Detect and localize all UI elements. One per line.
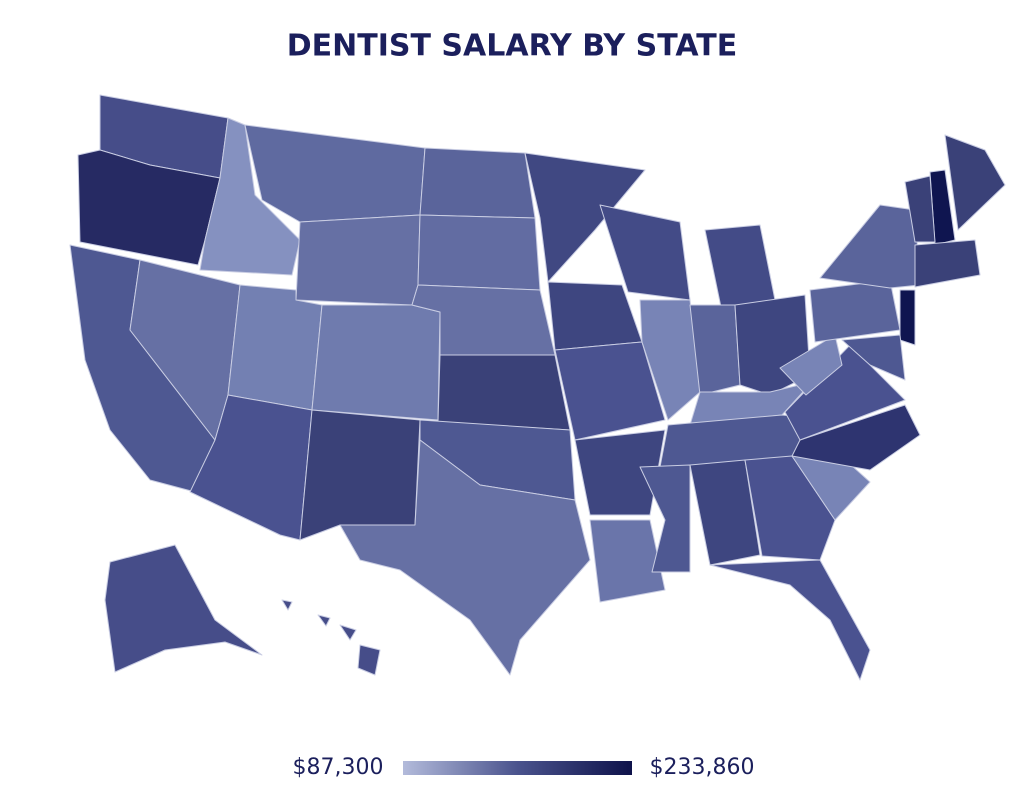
- legend-max-label: $233,860: [650, 755, 755, 780]
- state: [904, 175, 936, 243]
- state: [944, 134, 1006, 231]
- state: [295, 214, 421, 306]
- state: [199, 117, 301, 276]
- state: [589, 519, 666, 603]
- state: [311, 304, 441, 421]
- state: [339, 624, 357, 641]
- states: [69, 94, 1006, 681]
- state: [357, 644, 381, 676]
- state: [841, 334, 906, 381]
- state: [104, 544, 263, 673]
- state: [437, 354, 571, 431]
- state: [639, 464, 691, 573]
- legend-scale: [403, 761, 632, 775]
- state: [227, 284, 323, 411]
- state: [779, 334, 843, 396]
- state: [281, 599, 293, 611]
- state: [704, 224, 776, 313]
- legend-min-label: $87,300: [293, 755, 384, 780]
- state: [419, 147, 536, 219]
- state: [554, 341, 666, 441]
- map-title: DENTIST SALARY BY STATE: [287, 29, 737, 64]
- state: [819, 204, 921, 289]
- state: [299, 409, 421, 541]
- state: [689, 381, 813, 426]
- state: [914, 239, 981, 288]
- state: [417, 214, 541, 291]
- state: [899, 289, 916, 346]
- state: [809, 279, 901, 343]
- state: [744, 455, 836, 561]
- state: [791, 404, 921, 471]
- state: [639, 299, 701, 421]
- state: [574, 429, 666, 516]
- state: [339, 439, 591, 676]
- state: [317, 614, 331, 627]
- state: [244, 124, 426, 223]
- state: [689, 459, 761, 566]
- state: [524, 152, 646, 283]
- state: [709, 559, 871, 681]
